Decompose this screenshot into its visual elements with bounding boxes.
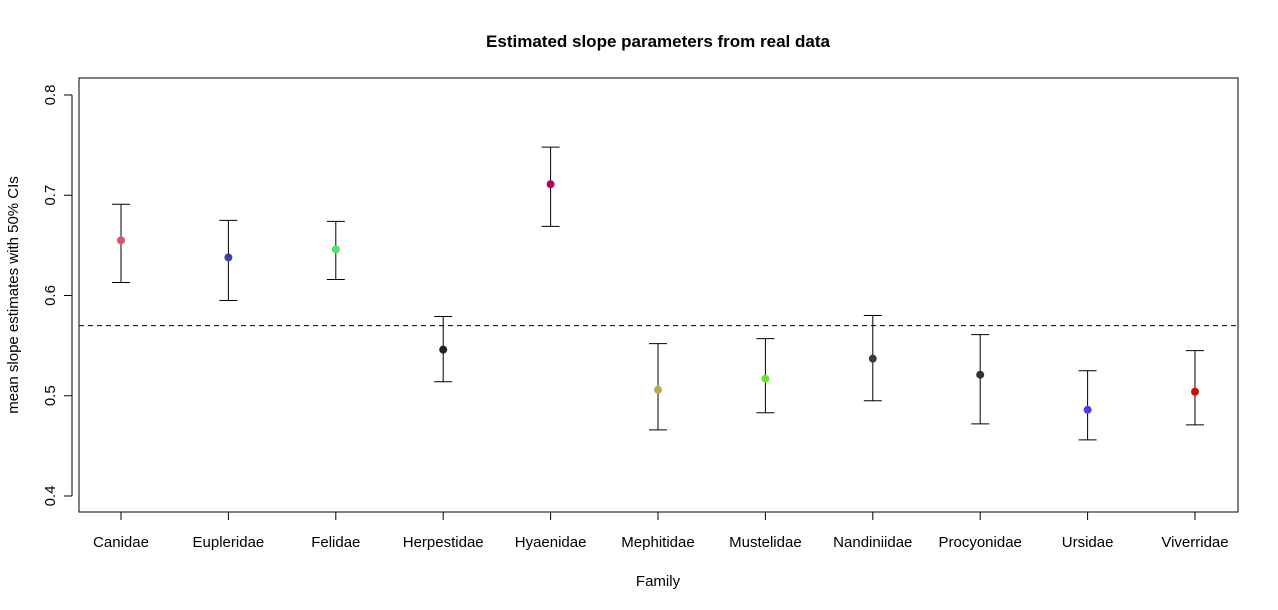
error-bar-hyaenidae bbox=[541, 146, 560, 227]
error-bar-mustelidae bbox=[756, 338, 775, 414]
x-tick-label: Canidae bbox=[93, 534, 149, 551]
mean-point bbox=[654, 385, 662, 394]
mean-point bbox=[224, 253, 233, 262]
x-tick-label: Viverridae bbox=[1161, 534, 1228, 551]
x-tick-label: Mephitidae bbox=[621, 534, 694, 551]
mean-point bbox=[117, 236, 125, 245]
y-tick-label: 0.7 bbox=[42, 185, 59, 206]
x-tick-label: Herpestidae bbox=[403, 534, 484, 551]
x-axis: Canidae Eupleridae Felidae Herpestidae Hyaen… bbox=[93, 511, 1229, 551]
y-tick-label: 0.8 bbox=[42, 85, 59, 106]
error-bar-viverridae bbox=[1186, 350, 1204, 426]
error-bar-mephitidae bbox=[649, 343, 667, 431]
x-tick-label: Ursidae bbox=[1062, 534, 1114, 551]
mean-point bbox=[546, 180, 555, 189]
mean-point bbox=[1191, 387, 1199, 396]
mean-point bbox=[868, 354, 877, 363]
x-tick-label: Procyonidae bbox=[939, 534, 1022, 551]
y-axis-label: mean slope estimates with 50% CIs bbox=[5, 176, 22, 414]
x-axis-label: Family bbox=[636, 573, 681, 590]
y-axis: 0.4 0.5 0.6 0.7 0.8 bbox=[42, 85, 73, 507]
error-bar-procyonidae bbox=[971, 334, 990, 425]
error-bar-felidae bbox=[326, 220, 345, 280]
x-tick-label: Felidae bbox=[311, 534, 360, 551]
error-bar-herpestidae bbox=[434, 316, 453, 383]
mean-point bbox=[439, 345, 448, 354]
plot-frame bbox=[78, 77, 1239, 513]
error-bar-ursidae bbox=[1078, 370, 1097, 441]
x-tick-label: Nandiniidae bbox=[833, 534, 912, 551]
error-bar-eupleridae bbox=[219, 219, 238, 302]
mean-point bbox=[331, 245, 340, 254]
x-tick-label: Hyaenidae bbox=[515, 534, 587, 551]
mean-point bbox=[761, 374, 770, 383]
error-bar-series bbox=[112, 146, 1204, 441]
mean-point bbox=[976, 370, 985, 379]
x-tick-label: Mustelidae bbox=[729, 534, 802, 551]
y-tick-label: 0.4 bbox=[42, 486, 59, 507]
mean-point bbox=[1083, 405, 1092, 414]
error-bar-nandiniidae bbox=[863, 315, 882, 402]
y-tick-label: 0.6 bbox=[42, 285, 59, 306]
chart-title: Estimated slope parameters from real dat… bbox=[486, 32, 830, 51]
error-bar-canidae bbox=[112, 203, 130, 283]
y-tick-label: 0.5 bbox=[42, 385, 59, 406]
x-tick-label: Eupleridae bbox=[193, 534, 265, 551]
